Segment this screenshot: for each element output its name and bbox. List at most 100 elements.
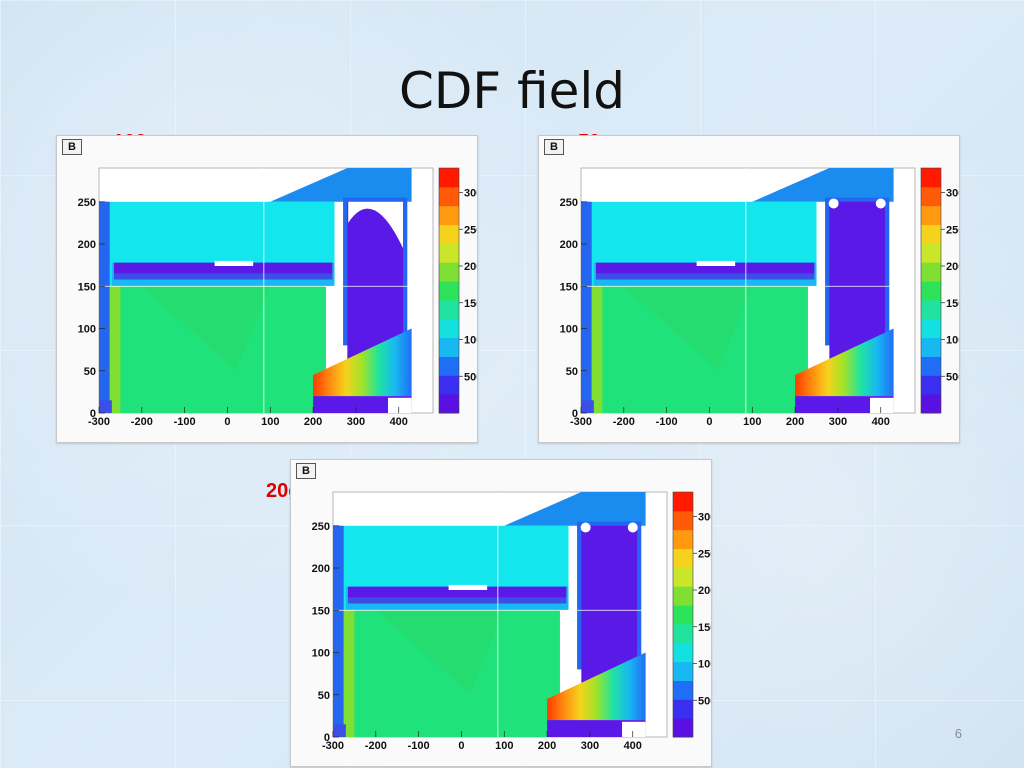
colorbar-segment (673, 492, 693, 512)
colorbar-segment (439, 205, 459, 226)
field-plot-svg: -300 -200 -100 0 100 200 300 400 0 50 100 150 200 250… (312, 491, 711, 752)
colorbar-tick-label: 250 (946, 224, 959, 236)
x-tick-label: 100 (743, 416, 761, 428)
upper-slope-region (752, 168, 894, 202)
bottom-violet-strip (313, 396, 412, 413)
white-cutout (875, 198, 886, 209)
colorbar-segment (921, 168, 941, 188)
x-tick-label: 200 (786, 416, 804, 428)
colorbar-tick-label: 100 (946, 335, 959, 347)
field-plot-panel: B -300 -200 -100 0 100 200 300 400 0 50 100 150 200 2… (538, 135, 960, 443)
y-tick-label: 0 (324, 732, 330, 744)
y-tick-label: 200 (78, 239, 96, 251)
field-plot-panel: B -300 -200 -100 0 100 200 300 400 0 50 100 150 200 2… (56, 135, 478, 443)
upper-slope-region (270, 168, 412, 202)
colorbar-tick-label: 250 (698, 548, 711, 560)
left-gradient-region (591, 286, 603, 413)
colorbar-segment (921, 318, 941, 339)
bar-notch (696, 260, 736, 266)
y-tick-label: 50 (318, 690, 330, 702)
colorbar-segment (673, 699, 693, 719)
x-tick-label: 400 (390, 416, 408, 428)
x-tick-label: -100 (408, 740, 430, 752)
colorbar-frame (920, 167, 942, 414)
colorbar-segment (921, 337, 941, 357)
colorbar-tick-label: 200 (698, 585, 711, 597)
colorbar-segment (673, 605, 693, 625)
bottom-left-blue (581, 400, 594, 413)
y-tick-label: 250 (312, 521, 330, 533)
colorbar-tick-label: 200 (464, 261, 477, 273)
y-tick-label: 150 (560, 281, 578, 293)
x-tick-label: 100 (495, 740, 513, 752)
colorbar-tick-label: 150 (698, 622, 711, 634)
y-tick-label: 200 (312, 563, 330, 575)
colorbar-segment (673, 623, 693, 644)
colorbar-tick-label: 300 (698, 512, 711, 524)
green-shade-region (141, 286, 271, 371)
colorbar-segment (439, 318, 459, 339)
colorbar-segment (921, 262, 941, 282)
colorbar-segment (921, 394, 941, 414)
x-tick-label: 400 (624, 740, 642, 752)
y-tick-label: 150 (78, 281, 96, 293)
left-edge-region (581, 201, 592, 413)
colorbar-segment (439, 299, 459, 320)
bottom-violet-strip (547, 720, 646, 737)
right-violet-block (581, 525, 638, 704)
colorbar-tick-label: 250 (464, 224, 477, 236)
y-tick-label: 100 (560, 324, 578, 336)
green-shade-region (375, 610, 505, 695)
white-cutout (828, 198, 839, 209)
horizontal-bar-lower (347, 597, 567, 604)
colorbar-segment (921, 299, 941, 320)
x-tick-label: 0 (224, 416, 230, 428)
colorbar-segment (673, 586, 693, 606)
bottom-violet-strip (795, 396, 894, 413)
hot-wedge-region (547, 652, 646, 721)
x-tick-label: 0 (706, 416, 712, 428)
white-cutout (627, 522, 638, 533)
x-tick-label: -200 (613, 416, 635, 428)
y-tick-label: 150 (312, 605, 330, 617)
left-edge-region (333, 525, 344, 737)
y-tick-label: 200 (560, 239, 578, 251)
bottom-white-cutout (388, 397, 412, 413)
field-plot-svg: -300 -200 -100 0 100 200 300 400 0 50 100 150 200 250… (78, 167, 477, 428)
bottom-left-blue (99, 400, 112, 413)
colorbar-segment (439, 224, 459, 244)
plot-badge: B (544, 139, 564, 155)
horizontal-bar (113, 262, 333, 274)
colorbar-segment (921, 243, 941, 263)
x-tick-label: 200 (304, 416, 322, 428)
slide-title: CDF field (399, 62, 625, 120)
colorbar-tick-label: 300 (946, 188, 959, 200)
x-tick-label: 0 (458, 740, 464, 752)
horizontal-bar (347, 586, 567, 598)
colorbar-segment (921, 224, 941, 244)
colorbar-segment (673, 510, 693, 531)
colorbar-tick-label: 100 (464, 335, 477, 347)
x-tick-label: -300 (570, 416, 592, 428)
y-tick-label: 250 (78, 197, 96, 209)
page-number: 6 (954, 726, 962, 741)
colorbar-tick-label: 500 (698, 695, 711, 707)
colorbar-frame (672, 491, 694, 738)
colorbar-tick-label: 150 (946, 298, 959, 310)
colorbar-segment (921, 375, 941, 395)
y-tick-label: 100 (312, 648, 330, 660)
left-gradient-region (343, 610, 355, 737)
right-violet-block (829, 201, 886, 380)
bottom-white-cutout (870, 397, 894, 413)
x-tick-label: 400 (872, 416, 890, 428)
colorbar-tick-label: 300 (464, 188, 477, 200)
y-tick-label: 50 (84, 366, 96, 378)
colorbar-segment (439, 168, 459, 188)
bar-notch (448, 584, 488, 590)
green-shade-region (623, 286, 753, 371)
colorbar-segment (439, 337, 459, 357)
x-tick-label: 300 (829, 416, 847, 428)
colorbar-segment (673, 718, 693, 738)
colorbar-segment (439, 356, 459, 376)
colorbar-tick-label: 500 (946, 371, 959, 383)
